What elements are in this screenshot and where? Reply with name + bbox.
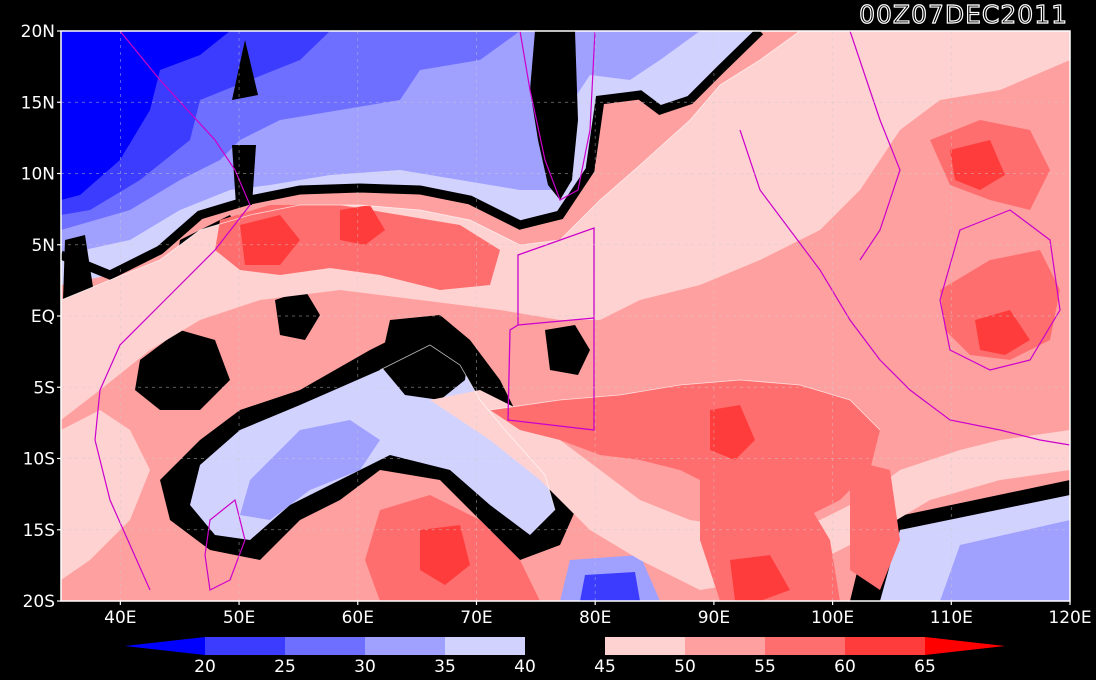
colorbar-label: 55	[754, 657, 776, 677]
field-mask-india	[530, 31, 578, 200]
field-blob-4	[545, 325, 590, 375]
lat-tick-label: 20S	[23, 592, 55, 612]
lon-tick-label: 100E	[811, 608, 854, 628]
field-blob-3	[275, 290, 320, 340]
field-low-north-15	[61, 31, 230, 200]
field-high-55-far-se	[850, 460, 900, 590]
lat-tick-label: 5S	[33, 378, 55, 398]
colorbar-label: 25	[274, 657, 296, 677]
lon-tick-label: 60E	[342, 608, 374, 628]
field-contour-40-north	[61, 31, 764, 280]
colorbar-segment	[685, 637, 765, 655]
field-high-60-3	[710, 405, 755, 460]
field-high-60-2	[340, 205, 385, 245]
colorbar-label: 50	[674, 657, 696, 677]
lon-tick-label: 50E	[223, 608, 255, 628]
field-high-60-5	[950, 140, 1005, 190]
field-blob-1	[380, 315, 470, 400]
colorbar-segment	[285, 637, 365, 655]
field-low-sw-25	[580, 572, 640, 601]
coastline-madagascar	[204, 498, 246, 591]
colorbar-label: 35	[434, 657, 456, 677]
field-low-south-30	[240, 420, 380, 520]
field-contour-lines	[61, 31, 881, 511]
lon-tick-label: 90E	[698, 608, 730, 628]
coastline-africa	[94, 31, 251, 591]
colorbar-segment	[845, 637, 925, 655]
colorbar-segment	[205, 637, 285, 655]
colorbar-segment	[525, 637, 605, 655]
lon-tick-label: 120E	[1048, 608, 1091, 628]
field-mask-arabia	[232, 40, 258, 100]
latitude-labels: 20N 15N 10N 5N EQ 5S 10S 15S 20S	[21, 22, 61, 612]
longitude-labels: 40E 50E 60E 70E 80E 90E 100E 110E 120E	[104, 601, 1092, 628]
lon-tick-label: 110E	[930, 608, 973, 628]
coastline-southeast-asia	[739, 31, 1070, 446]
lat-tick-label: 20N	[21, 22, 55, 42]
field-blob-2	[135, 330, 230, 410]
lat-tick-label: EQ	[31, 307, 55, 327]
field-high-60-4	[420, 525, 470, 585]
gridlines	[61, 31, 1070, 601]
field-high-60-7	[730, 555, 790, 601]
lat-tick-label: 10N	[21, 165, 55, 185]
coastline-india	[519, 31, 596, 201]
colorbar-arrow-high	[925, 637, 1005, 655]
timestamp-label: 00Z07DEC2011	[859, 0, 1068, 30]
lon-tick-label: 40E	[104, 608, 136, 628]
colorbar-label: 60	[834, 657, 856, 677]
colorbar-segment	[445, 637, 525, 655]
field-high-60-6	[975, 310, 1030, 355]
colorbar-label: 40	[514, 657, 536, 677]
colorbar-label: 20	[194, 657, 216, 677]
field-mid-45-north	[61, 31, 1070, 420]
colorbar: 20 25 30 35 40 45 50 55 60 65	[125, 637, 1005, 677]
lat-tick-label: 15N	[21, 93, 55, 113]
colorbar-segment	[365, 637, 445, 655]
box-outline	[507, 227, 595, 431]
lat-tick-label: 15S	[23, 521, 55, 541]
colorbar-label: 30	[354, 657, 376, 677]
colorbar-segment	[605, 637, 685, 655]
lat-tick-label: 5N	[31, 236, 55, 256]
field-mid-45-south	[61, 410, 150, 580]
colorbar-label: 45	[594, 657, 616, 677]
field-low-se-30	[940, 520, 1070, 601]
field-high-55-east	[940, 250, 1060, 360]
colorbar-segment	[765, 637, 845, 655]
lon-tick-label: 80E	[579, 608, 611, 628]
colorbar-label: 65	[914, 657, 936, 677]
field-mask-somalia	[232, 145, 256, 205]
lon-tick-label: 70E	[460, 608, 492, 628]
colorbar-arrow-low	[125, 637, 205, 655]
field-high-60-1	[240, 215, 300, 265]
lat-tick-label: 10S	[23, 450, 55, 470]
